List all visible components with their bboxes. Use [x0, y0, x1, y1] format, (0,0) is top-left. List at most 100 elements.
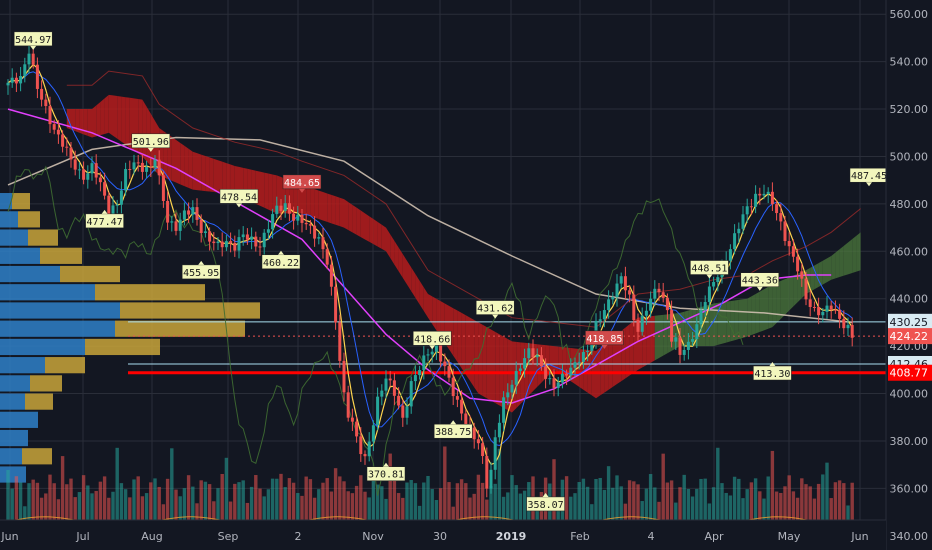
volume-bar [417, 505, 422, 520]
cloud-segment [722, 301, 727, 344]
volume-bar [354, 485, 359, 520]
cloud-segment [394, 240, 399, 272]
time-axis-tick: 4 [648, 530, 655, 543]
volume-bar [405, 482, 409, 520]
candle-body [523, 358, 527, 369]
volume-bar [220, 474, 224, 520]
candle-body [401, 405, 405, 418]
volume-profile-bar-down [40, 247, 82, 264]
volume-bar [623, 503, 628, 520]
volume-bar [18, 482, 23, 520]
candle-body [233, 242, 237, 251]
cloud-segment [293, 181, 298, 214]
cloud-segment [386, 227, 391, 258]
volume-bar [346, 491, 350, 520]
volume-bar [157, 486, 161, 520]
volume-bar [674, 502, 678, 520]
volume-bar [153, 478, 157, 520]
cloud-segment [600, 344, 605, 396]
candle-body [275, 205, 279, 215]
volume-bar [455, 483, 460, 520]
candle-body [367, 441, 371, 457]
volume-bar [737, 478, 741, 520]
candle-body [384, 378, 388, 391]
cloud-segment [659, 314, 664, 358]
candle-body [636, 320, 640, 332]
candle-body [224, 241, 228, 248]
candle-body [292, 213, 296, 221]
time-axis-tick: 2 [295, 530, 302, 543]
volume-profile-bar-down [85, 338, 160, 356]
volume-bar [833, 482, 838, 520]
volume-bar [312, 497, 317, 520]
candle-body [363, 454, 367, 457]
cloud-segment [604, 340, 609, 393]
time-axis[interactable]: Jun Jul Aug Sep 2 Nov 30 2019 Feb 4 Apr May Jun [0, 530, 868, 543]
volume-bar [707, 503, 712, 520]
candle-body [775, 204, 779, 214]
candle-body [203, 231, 207, 234]
candle-body [682, 349, 686, 355]
volume-bar [812, 498, 817, 520]
cloud-segment [142, 99, 147, 162]
candle-body [31, 53, 35, 65]
candle-body [632, 294, 636, 321]
volume-profile-bar-down [45, 357, 85, 374]
volume-bar [422, 482, 426, 520]
time-axis-tick: Jun [850, 530, 868, 543]
cloud-segment [230, 164, 235, 195]
volume-bar [413, 483, 418, 520]
volume-bar [128, 497, 132, 520]
volume-bar [749, 482, 754, 520]
volume-bar [233, 483, 237, 520]
time-axis-tick: Jun [0, 530, 18, 543]
time-axis-tick: 2019 [496, 530, 527, 543]
time-axis-tick: Sep [218, 530, 239, 543]
cloud-segment [104, 94, 109, 134]
candle-body [174, 221, 178, 231]
peak-label-pointer [706, 274, 713, 279]
cloud-segment [314, 189, 319, 220]
cloud-segment [356, 207, 361, 238]
candle-body [56, 129, 60, 135]
candle-body [665, 297, 669, 311]
cloud-segment [423, 287, 428, 318]
volume-profile-bar-up [0, 320, 115, 337]
cloud-segment [776, 280, 781, 324]
candle-body [359, 436, 363, 455]
volume-bar [165, 478, 170, 520]
cloud-segment [117, 96, 122, 142]
volume-bar [741, 498, 745, 520]
volume-bar [640, 501, 644, 520]
cloud-segment [478, 322, 483, 396]
volume-bar [611, 487, 615, 520]
volume-bar [31, 479, 35, 520]
time-axis-tick: Feb [570, 530, 589, 543]
volume-bar [262, 496, 266, 520]
volume-bar [409, 480, 413, 520]
cloud-segment [856, 232, 861, 272]
candle-body [838, 309, 842, 319]
candle-body [447, 366, 451, 378]
candle-body [212, 241, 216, 244]
peak-label-pointer [542, 492, 549, 497]
candle-body [376, 396, 380, 426]
volume-bar [699, 478, 703, 520]
volume-bar [325, 478, 329, 520]
volume-bar [86, 485, 90, 520]
candle-body [569, 367, 573, 376]
cloud-segment [780, 279, 785, 319]
cloud-segment [415, 274, 420, 305]
price-axis-tick: 400.00 [890, 388, 929, 401]
volume-bar [6, 470, 10, 520]
volume-bar [753, 478, 758, 520]
volume-profile-bar-up [0, 302, 120, 319]
cloud-segment [276, 175, 281, 214]
cloud-segment [100, 98, 105, 136]
volume-bar [804, 484, 808, 520]
candle-body [623, 276, 627, 291]
price-tag-text: 424.22 [890, 330, 929, 343]
volume-profile-bar-up [0, 211, 18, 228]
